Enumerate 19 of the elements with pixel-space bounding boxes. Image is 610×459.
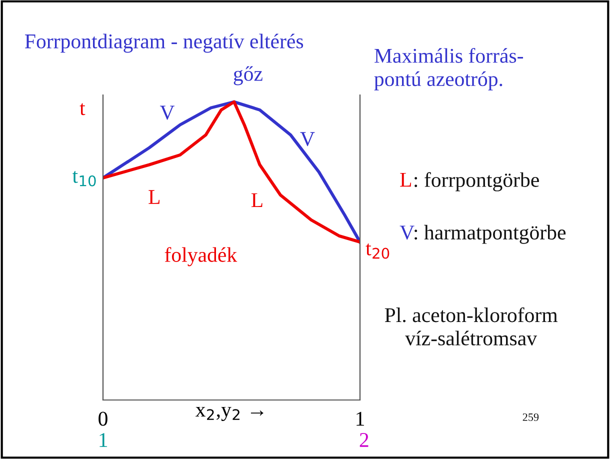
- text: L: [148, 190, 160, 204]
- text: V: [160, 106, 175, 120]
- x-tick-label: 0: [98, 412, 108, 426]
- text: 259: [522, 413, 539, 421]
- text: Maximális forrás- pontú azeotróp.: [374, 48, 524, 90]
- annotation: folyadék: [164, 247, 238, 266]
- annotation: t$_{10}$: [72, 171, 96, 186]
- text: 1: [100, 433, 108, 447]
- text: L: forrpontgörbe: [400, 172, 539, 192]
- y-axis-title: t: [80, 103, 86, 116]
- series-label: L: [251, 193, 262, 208]
- x-axis-title: x$_{2}$,y$_{2}$ →: [196, 406, 264, 422]
- text: Pl. aceton-kloroform víz-salétromsav: [384, 307, 558, 346]
- text: 2: [360, 433, 368, 447]
- annotation: t$_{20}$: [366, 243, 390, 259]
- series-label: V: [300, 132, 315, 146]
- text: V: harmatpontgörbe: [400, 224, 566, 244]
- chart-title: Forrpontdiagram - negatív eltérés: [25, 34, 304, 53]
- annotation: gőz: [234, 66, 262, 86]
